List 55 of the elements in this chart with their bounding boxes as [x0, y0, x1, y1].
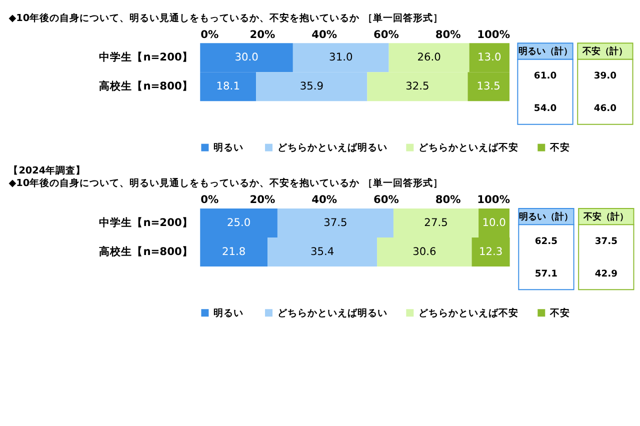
data-label: 30.6: [412, 244, 436, 258]
text: 不安（計）: [582, 211, 629, 222]
data-label: 13.5: [476, 80, 500, 93]
data-label: 35.9: [300, 80, 324, 93]
x-tick-label: 40%: [312, 193, 338, 206]
data-label: 32.5: [406, 80, 430, 93]
x-tick-label: 60%: [374, 28, 400, 41]
text: 61.0: [534, 70, 557, 82]
data-label: 25.0: [226, 216, 251, 229]
x-tick-label: 80%: [435, 193, 462, 206]
text: 明るい（計）: [518, 46, 572, 58]
legend-label: 明るい: [214, 141, 244, 154]
x-tick-label: 40%: [312, 28, 338, 41]
chart-subtitle: ◆10年後の自身について、明るい見通しをもっているか、不安を抱いているか ［単一回答形式］: [8, 177, 443, 190]
data-label: 21.8: [222, 244, 246, 258]
data-label: 31.0: [329, 50, 353, 64]
data-label: 30.0: [234, 50, 259, 64]
data-label: 10.0: [482, 216, 506, 229]
text: 39.0: [594, 70, 617, 82]
x-tick-label: 80%: [435, 28, 462, 41]
text: 46.0: [594, 103, 617, 114]
legend-label: どちらかといえば明るい: [277, 306, 388, 319]
x-tick-label: 20%: [250, 28, 276, 41]
text: 57.1: [534, 268, 558, 280]
legend-label: 不安: [549, 306, 570, 319]
chart-title: ◆10年後の自身について、明るい見通しをもっているか、不安を抱いているか ［単一回答形式］: [8, 12, 443, 24]
data-label: 18.1: [216, 80, 240, 93]
y-tick-label: 中学生【n=200】: [99, 50, 193, 64]
data-label: 37.5: [324, 216, 348, 229]
legend-label: 明るい: [214, 306, 244, 319]
text: 明るい（計）: [519, 211, 574, 222]
data-label: 26.0: [417, 50, 442, 64]
text: 37.5: [594, 236, 618, 247]
x-tick-label: 100%: [477, 28, 510, 41]
text: 42.9: [594, 268, 618, 280]
data-label: 35.4: [310, 244, 334, 258]
y-tick-label: 中学生【n=200】: [99, 216, 193, 229]
x-tick-label: 0%: [200, 28, 219, 41]
legend-label: 不安: [549, 141, 570, 154]
y-tick-label: 高校生【n=800】: [99, 244, 193, 258]
x-tick-label: 100%: [477, 193, 510, 206]
text: 不安（計）: [582, 46, 628, 58]
legend-label: どちらかといえば明るい: [277, 141, 388, 154]
legend-label: どちらかといえば不安: [418, 306, 519, 319]
legend-label: どちらかといえば不安: [418, 141, 519, 154]
y-tick-label: 高校生【n=800】: [99, 80, 193, 93]
data-label: 13.0: [478, 50, 502, 64]
x-tick-label: 20%: [250, 193, 276, 206]
text: 54.0: [534, 103, 557, 114]
data-label: 27.5: [424, 216, 448, 229]
text: 62.5: [534, 236, 558, 247]
x-tick-label: 60%: [374, 193, 400, 206]
data-label: 12.3: [478, 244, 503, 258]
text: 【2024年調査】: [8, 164, 86, 177]
x-tick-label: 0%: [200, 193, 219, 206]
